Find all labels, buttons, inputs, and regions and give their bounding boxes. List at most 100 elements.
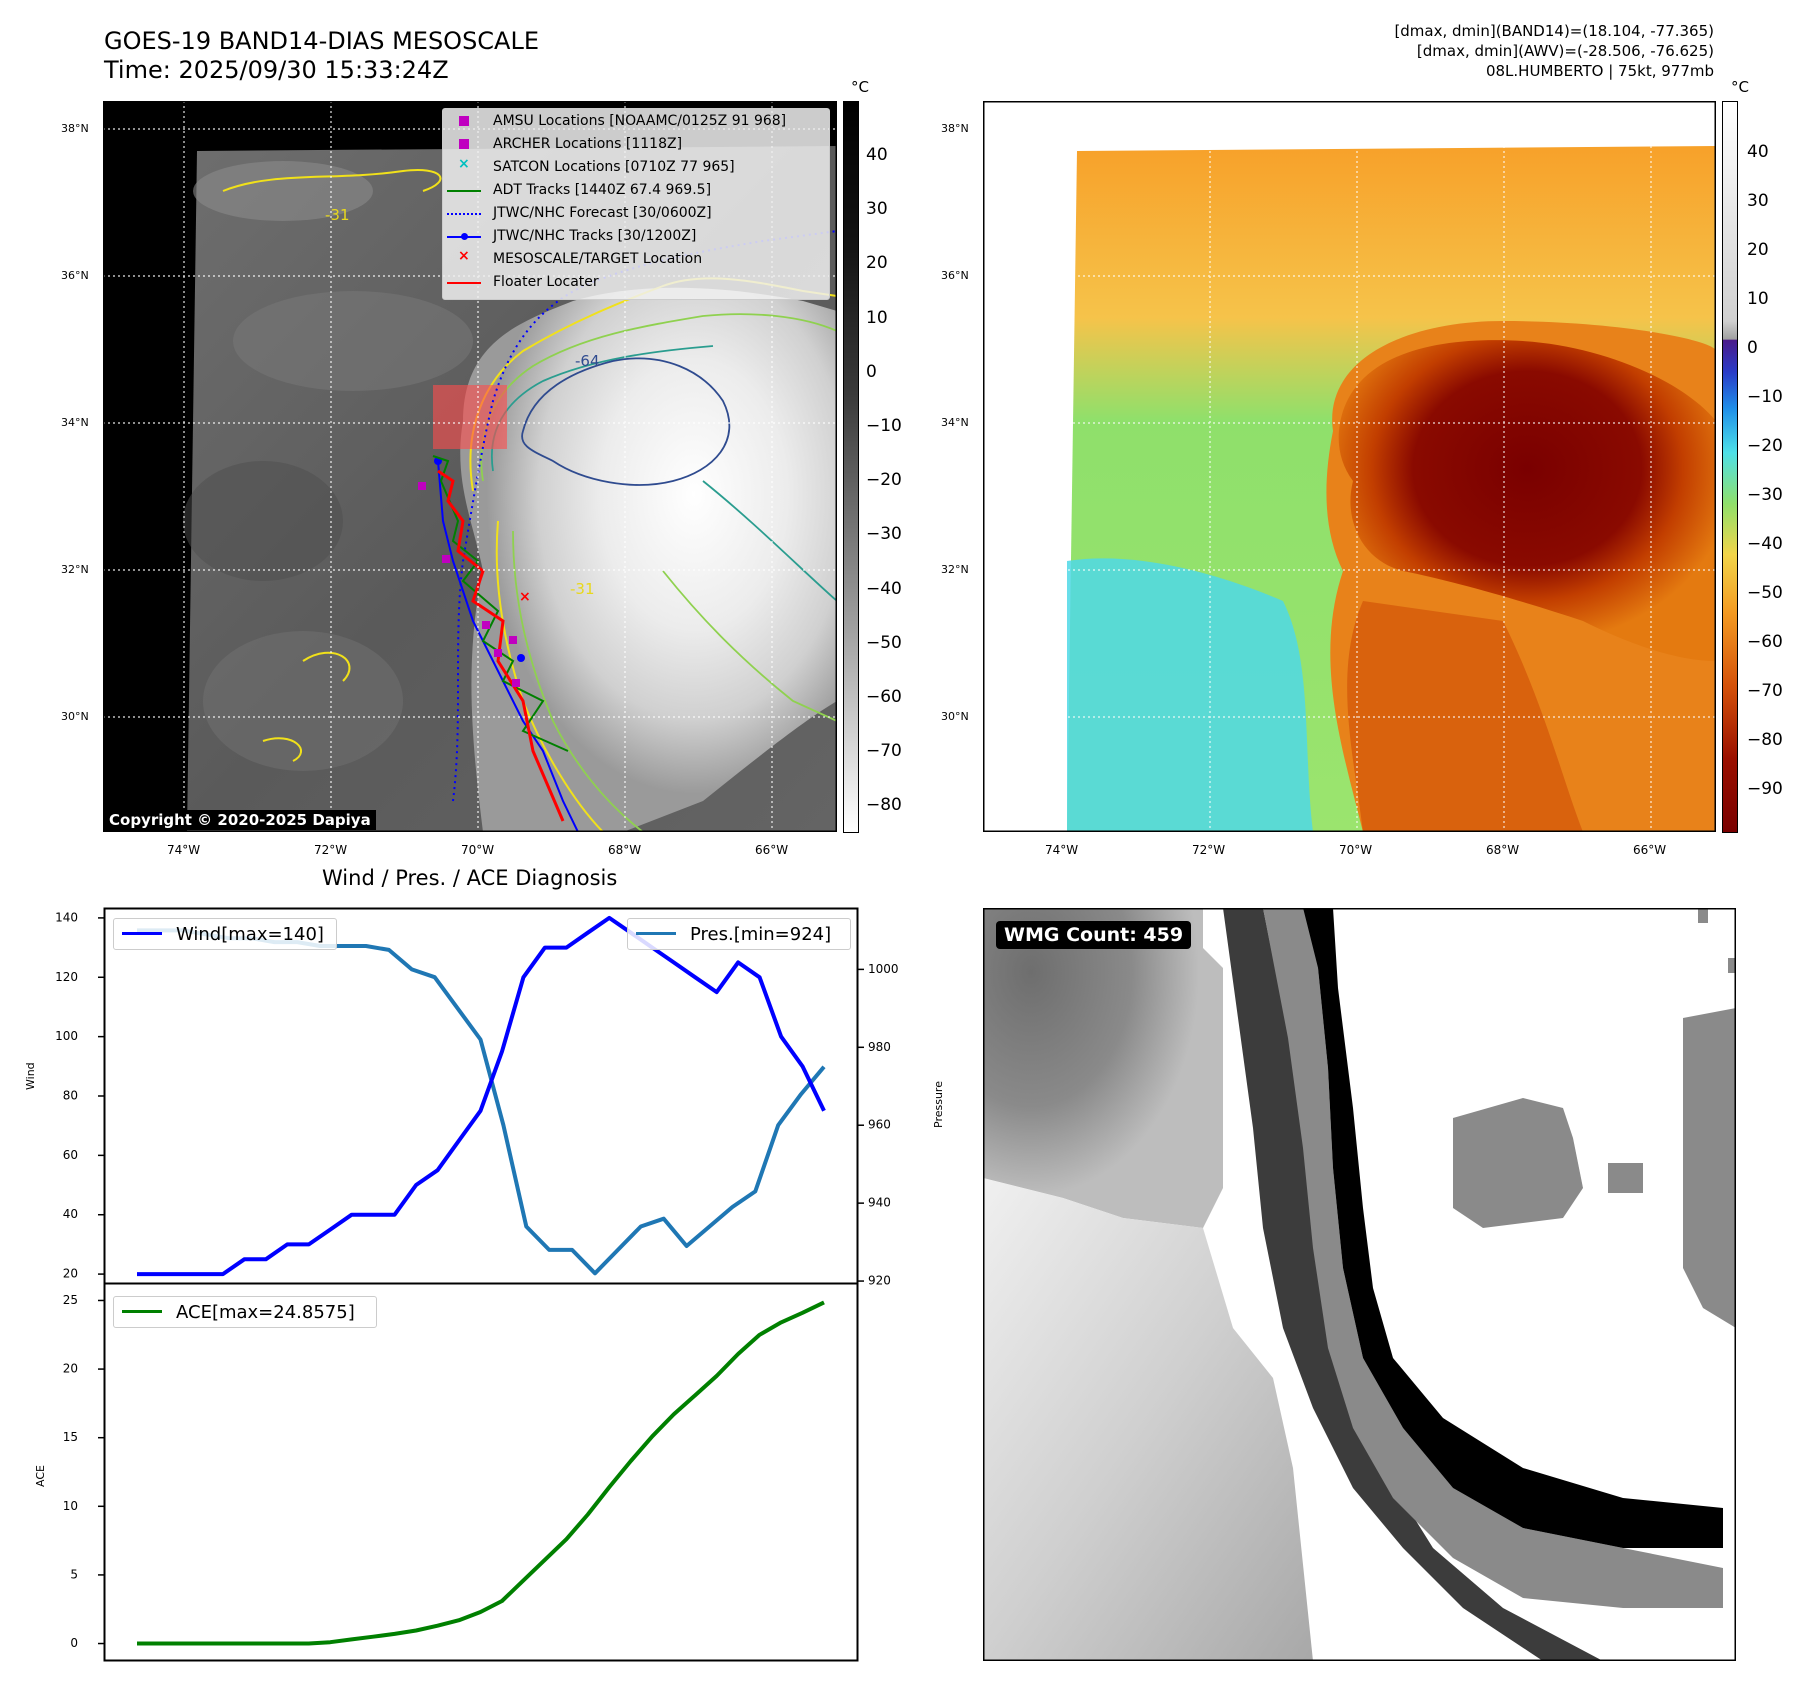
legend-label: JTWC/NHC Tracks [30/1200Z] <box>493 228 697 244</box>
colorbar-tick: 30 <box>1747 191 1769 211</box>
lon-tick: 72°W <box>314 843 348 857</box>
colorbar-tick: 0 <box>1747 338 1758 358</box>
wind-legend: Wind[max=140] <box>113 918 337 950</box>
wind-tick: 140 <box>55 910 78 924</box>
ace-legend: ACE[max=24.8575] <box>113 1296 377 1328</box>
colorbar-tick: −40 <box>1747 534 1783 554</box>
colorbar-tick: −40 <box>866 578 902 599</box>
wind-tick: 120 <box>55 970 78 984</box>
ace-axes <box>103 1282 859 1662</box>
svg-text:×: × <box>519 589 531 605</box>
forecast-legend-line <box>447 213 481 215</box>
dmax-band14-info: [dmax, dmin](BAND14)=(18.104, -77.365) <box>1394 22 1714 40</box>
lon-tick: 68°W <box>1486 843 1520 857</box>
ace-tick: 5 <box>70 1567 78 1581</box>
legend-label: SATCON Locations [0710Z 77 965] <box>493 159 735 175</box>
colorbar-tick: −90 <box>1747 779 1783 799</box>
colorbar-tick: −20 <box>866 470 902 491</box>
colorbar-tick: −20 <box>1747 436 1783 456</box>
wind-tick: 60 <box>63 1148 78 1162</box>
lat-tick: 30°N <box>61 710 89 723</box>
lat-tick: 36°N <box>941 269 969 282</box>
colorbar-tick: 20 <box>866 253 888 274</box>
colorbar-tick: −50 <box>866 632 902 653</box>
ace-tick: 25 <box>63 1293 78 1307</box>
target-legend-marker: × <box>458 248 470 264</box>
legend-label: Floater Locater <box>493 274 599 290</box>
adt-legend-line <box>447 190 481 192</box>
wind-tick: 20 <box>63 1267 78 1281</box>
colorbar-tick: 40 <box>1747 142 1769 162</box>
wind-series-line <box>137 915 826 1277</box>
pressure-tick: 920 <box>868 1274 891 1288</box>
colorbar-tick: −50 <box>1747 583 1783 603</box>
chart-title: GOES-19 BAND14-DIAS MESOSCALE <box>104 27 540 55</box>
track-legend-dot <box>461 233 468 240</box>
colorbar-tick: −80 <box>1747 730 1783 750</box>
colorbar-tick: −70 <box>866 741 902 762</box>
ace-tick: 10 <box>63 1499 78 1513</box>
colorbar-tick: −60 <box>1747 632 1783 652</box>
legend-label: MESOSCALE/TARGET Location <box>493 251 703 267</box>
storm-info: 08L.HUMBERTO | 75kt, 977mb <box>1485 62 1714 80</box>
contour-label: -31 <box>570 580 595 598</box>
enhanced-colorbar <box>1722 101 1738 833</box>
ace-tick: 20 <box>63 1362 78 1376</box>
legend-label: JTWC/NHC Forecast [30/0600Z] <box>493 205 712 221</box>
pressure-tick: 940 <box>868 1196 891 1210</box>
pressure-axis-label: Pressure <box>932 1081 945 1128</box>
colorbar-tick: −10 <box>1747 387 1783 407</box>
pressure-series-line <box>137 928 826 1276</box>
colorbar-tick: −60 <box>866 687 902 707</box>
pressure-legend: Pres.[min=924] <box>627 918 851 950</box>
colorbar-tick: 20 <box>1747 240 1769 260</box>
floater-legend-line <box>447 282 481 284</box>
lat-tick: 32°N <box>941 563 969 576</box>
lon-tick: 66°W <box>755 843 789 857</box>
amsu-legend-marker <box>459 116 469 126</box>
colorbar-tick: 0 <box>866 361 877 382</box>
colorbar-tick: 10 <box>1747 289 1769 309</box>
wind-tick: 40 <box>63 1207 78 1221</box>
map-legend: AMSU Locations [NOAAMC/0125Z 91 968] ARC… <box>442 108 830 300</box>
colorbar-tick: −80 <box>866 795 902 816</box>
lat-tick: 38°N <box>941 122 969 135</box>
chart-time: Time: 2025/09/30 15:33:24Z <box>104 56 449 84</box>
legend-label: AMSU Locations [NOAAMC/0125Z 91 968] <box>493 113 787 129</box>
copyright-label: Copyright © 2020-2025 Dapiya <box>104 810 376 830</box>
lat-tick: 38°N <box>61 122 89 135</box>
lat-tick: 34°N <box>941 416 969 429</box>
lat-tick: 30°N <box>941 710 969 723</box>
lon-tick: 74°W <box>167 843 201 857</box>
pressure-tick: 980 <box>868 1040 891 1054</box>
legend-label: ARCHER Locations [1118Z] <box>493 136 683 152</box>
lon-tick: 70°W <box>461 843 495 857</box>
pressure-legend-line <box>636 932 676 935</box>
wmg-pixel-map <box>983 908 1736 1661</box>
archer-legend-marker <box>459 139 469 149</box>
wind-legend-label: Wind[max=140] <box>176 924 324 945</box>
wmg-count-label: WMG Count: 459 <box>996 921 1192 949</box>
colorbar-tick: 40 <box>866 145 888 165</box>
ace-legend-label: ACE[max=24.8575] <box>176 1302 355 1323</box>
wind-axis-label: Wind <box>24 1062 37 1090</box>
lon-tick: 72°W <box>1192 843 1226 857</box>
diag-panel-title: Wind / Pres. / ACE Diagnosis <box>322 866 618 890</box>
lon-tick: 74°W <box>1045 843 1079 857</box>
colorbar-tick: 10 <box>866 307 888 328</box>
colorbar-tick: −70 <box>1747 681 1783 701</box>
contour-label: -64 <box>575 352 600 370</box>
contour-label: -31 <box>325 206 350 224</box>
colorbar-tick: −10 <box>866 416 902 436</box>
wind-tick: 100 <box>55 1029 78 1043</box>
ace-tick: 15 <box>63 1430 78 1444</box>
colorbar-tick: −30 <box>1747 485 1783 505</box>
satcon-legend-marker: × <box>458 156 470 172</box>
wind-legend-line <box>122 932 162 935</box>
pressure-legend-label: Pres.[min=924] <box>690 924 832 945</box>
colorbar-tick: 30 <box>866 199 888 220</box>
awv-enhanced-map <box>983 101 1716 832</box>
colorbar-unit: °C <box>1731 78 1749 96</box>
lat-tick: 36°N <box>61 269 89 282</box>
lon-tick: 70°W <box>1339 843 1373 857</box>
